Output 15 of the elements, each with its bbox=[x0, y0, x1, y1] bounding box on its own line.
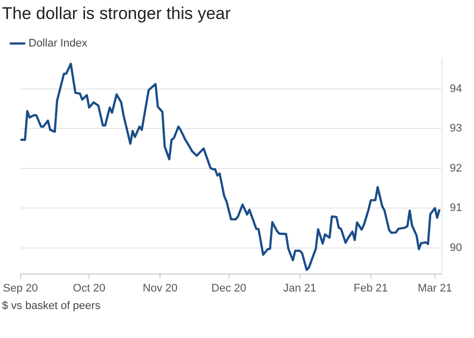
y-tick-label: 91 bbox=[450, 202, 462, 214]
x-tick-label: Feb 21 bbox=[354, 282, 388, 294]
x-tick-label: Jan 21 bbox=[283, 282, 316, 294]
chart-title: The dollar is stronger this year bbox=[2, 4, 231, 24]
y-tick-label: 94 bbox=[450, 82, 462, 95]
text: $ vs basket of peers bbox=[2, 300, 100, 313]
x-tick-label: Nov 20 bbox=[142, 282, 178, 294]
x-tick-label: Sep 20 bbox=[2, 282, 38, 294]
x-tick-label: Dec 20 bbox=[211, 282, 246, 294]
x-tick-label: Mar 21 bbox=[418, 282, 452, 294]
y-tick-label: 90 bbox=[450, 242, 462, 254]
y-tick-label: 92 bbox=[450, 162, 462, 174]
legend-label: Dollar Index bbox=[28, 38, 88, 50]
y-tick-label: 93 bbox=[450, 122, 462, 135]
x-tick-label: Oct 20 bbox=[72, 282, 106, 294]
